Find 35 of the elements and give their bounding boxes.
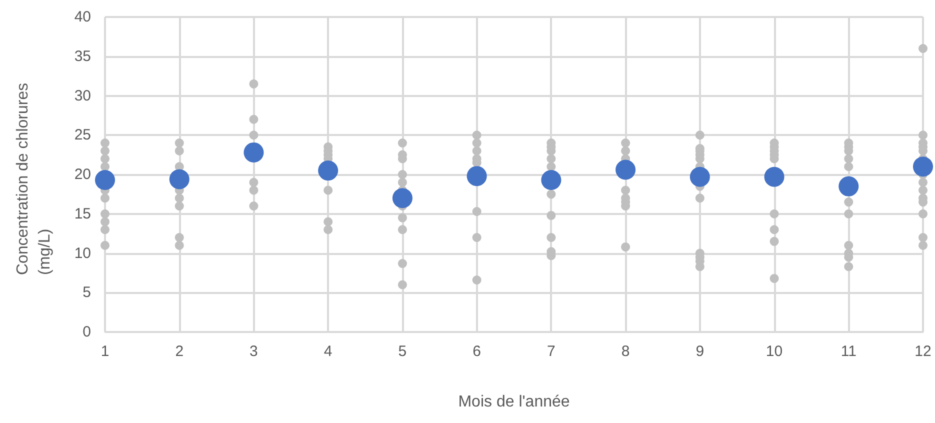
x-tick-label: 8 [621,343,630,360]
x-tick-label: 10 [766,343,783,360]
x-tick-label: 2 [175,343,184,360]
point [838,176,859,196]
point [616,160,636,180]
point [764,166,784,187]
y-tick-label: 35 [74,48,91,65]
point [690,166,710,187]
y-tick-label: 25 [74,126,91,144]
x-tick-label: 12 [914,343,932,360]
x-tick-label: 1 [100,343,110,360]
y-tick-label: 0 [82,324,91,340]
point [541,170,562,190]
point [169,169,190,190]
y-tick-label: 30 [74,87,91,104]
x-tick-label: 11 [840,343,856,360]
x-tick-label: 4 [324,343,332,360]
point [466,166,487,186]
y-tick-label: 20 [74,166,91,183]
x-tick-label: 7 [547,343,556,360]
x-axis-title: Mois de l'année [458,394,570,410]
y-tick-label: 40 [74,8,91,26]
x-tick-label: 6 [472,343,481,360]
point [913,156,933,177]
y-tick-label: 5 [82,284,91,302]
point [318,160,338,181]
point [95,170,115,190]
y-axis-title: Concentration de chlorures (mg/L) [14,78,54,275]
point [244,142,264,162]
x-tick-label: 9 [696,343,704,360]
x-tick-label: 5 [398,343,407,360]
point [392,188,412,208]
y-tick-label: 10 [74,244,91,262]
y-tick-label: 15 [74,205,91,222]
x-tick-label: 3 [250,343,258,360]
